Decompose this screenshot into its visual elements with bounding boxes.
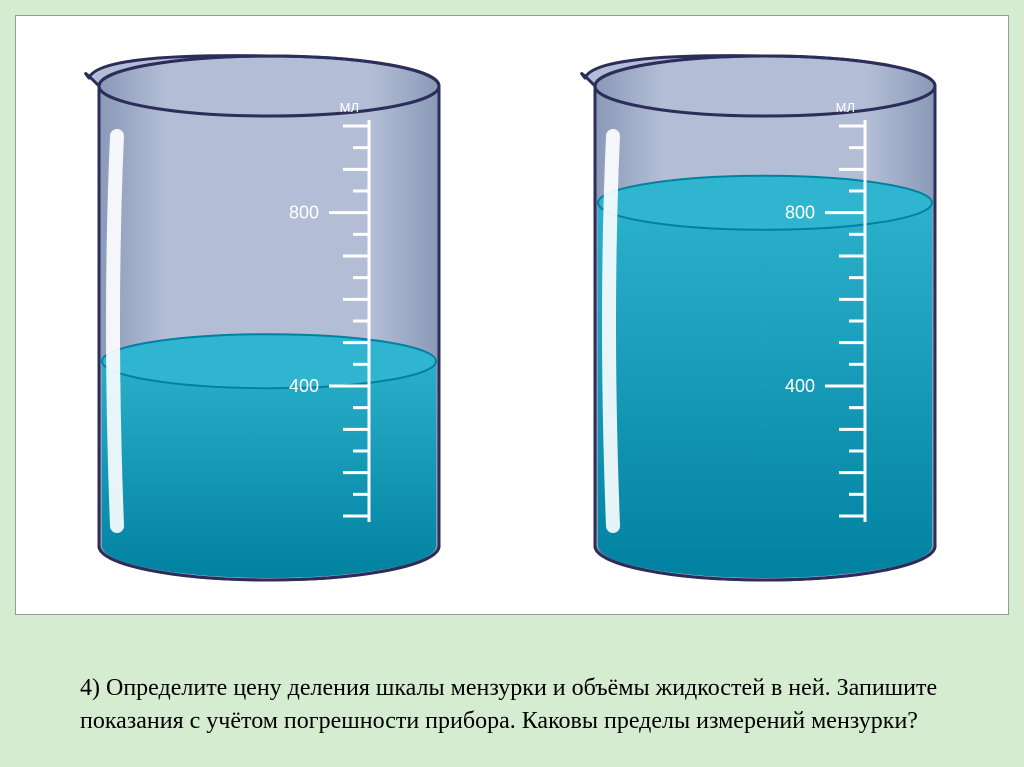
beaker-right-wrap: 400 800 МЛ bbox=[545, 26, 975, 586]
svg-text:400: 400 bbox=[785, 376, 815, 396]
beaker-left: 400 800 МЛ bbox=[49, 26, 479, 586]
beaker-right: 400 800 МЛ bbox=[545, 26, 975, 586]
svg-text:400: 400 bbox=[289, 376, 319, 396]
svg-text:МЛ: МЛ bbox=[340, 100, 359, 115]
beaker-left-wrap: 400 800 МЛ bbox=[49, 26, 479, 586]
svg-text:800: 800 bbox=[785, 203, 815, 223]
beaker-panel: 400 800 МЛ 400 800 МЛ bbox=[15, 15, 1009, 615]
svg-text:МЛ: МЛ bbox=[836, 100, 855, 115]
svg-text:800: 800 bbox=[289, 203, 319, 223]
question-text: 4) Определите цену деления шкалы мензурк… bbox=[80, 672, 944, 737]
